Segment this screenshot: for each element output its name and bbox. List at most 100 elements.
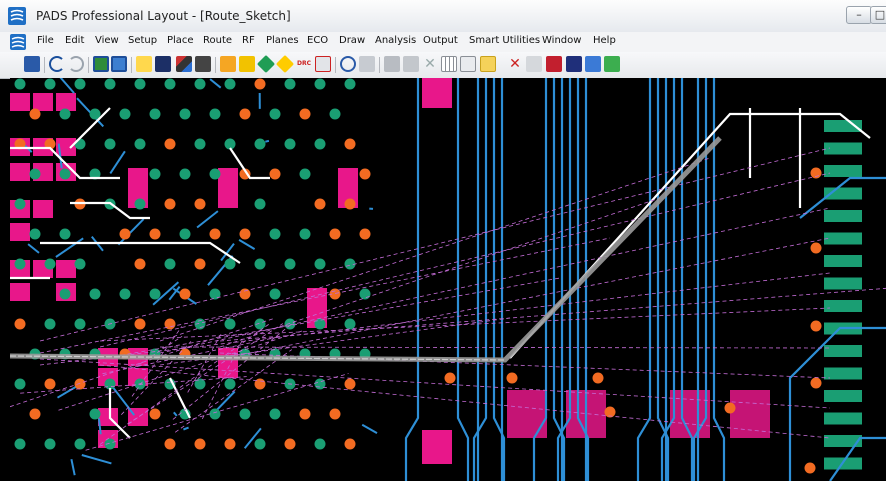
via bbox=[224, 138, 236, 150]
via bbox=[209, 228, 221, 240]
trace bbox=[238, 239, 256, 250]
connector-pad bbox=[824, 300, 862, 312]
display-control-icon[interactable] bbox=[155, 56, 171, 72]
route-icon[interactable] bbox=[176, 56, 192, 72]
trace bbox=[680, 78, 694, 481]
ratsnest-line bbox=[172, 320, 296, 420]
document-icon[interactable] bbox=[10, 34, 26, 50]
menu-draw[interactable]: Draw bbox=[339, 35, 366, 46]
menu-help[interactable]: Help bbox=[593, 35, 616, 46]
menu-route[interactable]: Route bbox=[203, 35, 233, 46]
via bbox=[284, 258, 296, 270]
menu-eco[interactable]: ECO bbox=[307, 35, 329, 46]
sketch-route-icon[interactable] bbox=[195, 56, 211, 72]
undo-icon[interactable] bbox=[49, 56, 65, 72]
trace bbox=[220, 242, 235, 262]
highlight-icon[interactable] bbox=[546, 56, 562, 72]
grid-icon[interactable] bbox=[441, 56, 457, 72]
menu-smart-utilities[interactable]: Smart Utilities bbox=[469, 35, 541, 46]
menu-file[interactable]: File bbox=[37, 35, 54, 46]
menu-window[interactable]: Window bbox=[542, 35, 582, 46]
menu-view[interactable]: View bbox=[95, 35, 119, 46]
connector-pad bbox=[824, 232, 862, 245]
route bbox=[69, 107, 111, 149]
redo-icon[interactable] bbox=[68, 56, 84, 72]
report-icon[interactable] bbox=[585, 56, 601, 72]
via bbox=[209, 408, 221, 420]
via bbox=[74, 138, 86, 150]
via bbox=[810, 167, 822, 179]
design-rule-icon[interactable] bbox=[315, 56, 331, 72]
trace bbox=[788, 326, 886, 481]
delete-icon[interactable]: ✕ bbox=[424, 56, 436, 72]
place-part-icon[interactable] bbox=[220, 56, 236, 72]
drc-warning-icon[interactable] bbox=[275, 54, 295, 74]
trace bbox=[183, 426, 189, 431]
toolbar-separator bbox=[131, 57, 132, 73]
layout-canvas[interactable] bbox=[10, 78, 886, 481]
save-icon[interactable] bbox=[24, 56, 40, 72]
pan-icon[interactable] bbox=[359, 56, 375, 72]
via bbox=[179, 108, 191, 120]
menu-output[interactable]: Output bbox=[423, 35, 458, 46]
via bbox=[254, 198, 266, 210]
smd-pad bbox=[33, 93, 53, 111]
snap-icon[interactable] bbox=[460, 56, 476, 72]
add-via-icon[interactable] bbox=[256, 54, 276, 74]
via bbox=[194, 198, 206, 210]
via bbox=[164, 318, 176, 330]
refresh-icon[interactable] bbox=[604, 56, 620, 72]
drc-icon[interactable]: DRC bbox=[296, 60, 311, 67]
menu-analysis[interactable]: Analysis bbox=[375, 35, 417, 46]
via bbox=[89, 108, 101, 120]
trace bbox=[55, 237, 84, 258]
sketch-route bbox=[10, 136, 722, 363]
via bbox=[506, 372, 518, 384]
via bbox=[299, 168, 311, 180]
via bbox=[134, 138, 146, 150]
via bbox=[254, 138, 266, 150]
via bbox=[134, 258, 146, 270]
trace bbox=[81, 454, 112, 465]
via bbox=[104, 378, 116, 390]
via bbox=[314, 378, 326, 390]
menu-setup[interactable]: Setup bbox=[128, 35, 158, 46]
smd-pad bbox=[56, 93, 76, 111]
menu-rf[interactable]: RF bbox=[242, 35, 255, 46]
select-icon[interactable] bbox=[136, 56, 152, 72]
via bbox=[74, 258, 86, 270]
via bbox=[164, 258, 176, 270]
menu-place[interactable]: Place bbox=[167, 35, 194, 46]
lock-icon[interactable] bbox=[384, 56, 400, 72]
via bbox=[284, 138, 296, 150]
smd-pad bbox=[670, 390, 710, 438]
maximize-button[interactable]: □ bbox=[870, 6, 886, 24]
fanout-icon[interactable] bbox=[526, 56, 542, 72]
via bbox=[269, 288, 281, 300]
unlock-icon[interactable] bbox=[403, 56, 419, 72]
vias bbox=[14, 78, 822, 474]
via bbox=[29, 168, 41, 180]
fit-board-icon[interactable] bbox=[93, 56, 109, 72]
via bbox=[224, 378, 236, 390]
via bbox=[239, 168, 251, 180]
plow-icon[interactable] bbox=[480, 56, 496, 72]
via bbox=[224, 438, 236, 450]
zoom-extents-icon[interactable] bbox=[111, 56, 127, 72]
cross-probe-icon[interactable] bbox=[566, 56, 582, 72]
smd-pad bbox=[10, 283, 30, 301]
ratsnest-line bbox=[85, 373, 349, 451]
move-part-icon[interactable] bbox=[239, 56, 255, 72]
ratsnest-line bbox=[121, 341, 192, 415]
minimize-button[interactable]: – bbox=[846, 6, 872, 24]
via bbox=[164, 138, 176, 150]
unroute-icon[interactable]: ✕ bbox=[509, 56, 521, 72]
menu-edit[interactable]: Edit bbox=[65, 35, 85, 46]
menu-planes[interactable]: Planes bbox=[266, 35, 299, 46]
smd-pad bbox=[307, 288, 327, 328]
via bbox=[314, 318, 326, 330]
pcb-layout[interactable] bbox=[10, 78, 886, 481]
smd-pad bbox=[422, 430, 452, 464]
trace bbox=[456, 78, 470, 481]
zoom-icon[interactable] bbox=[340, 56, 356, 72]
